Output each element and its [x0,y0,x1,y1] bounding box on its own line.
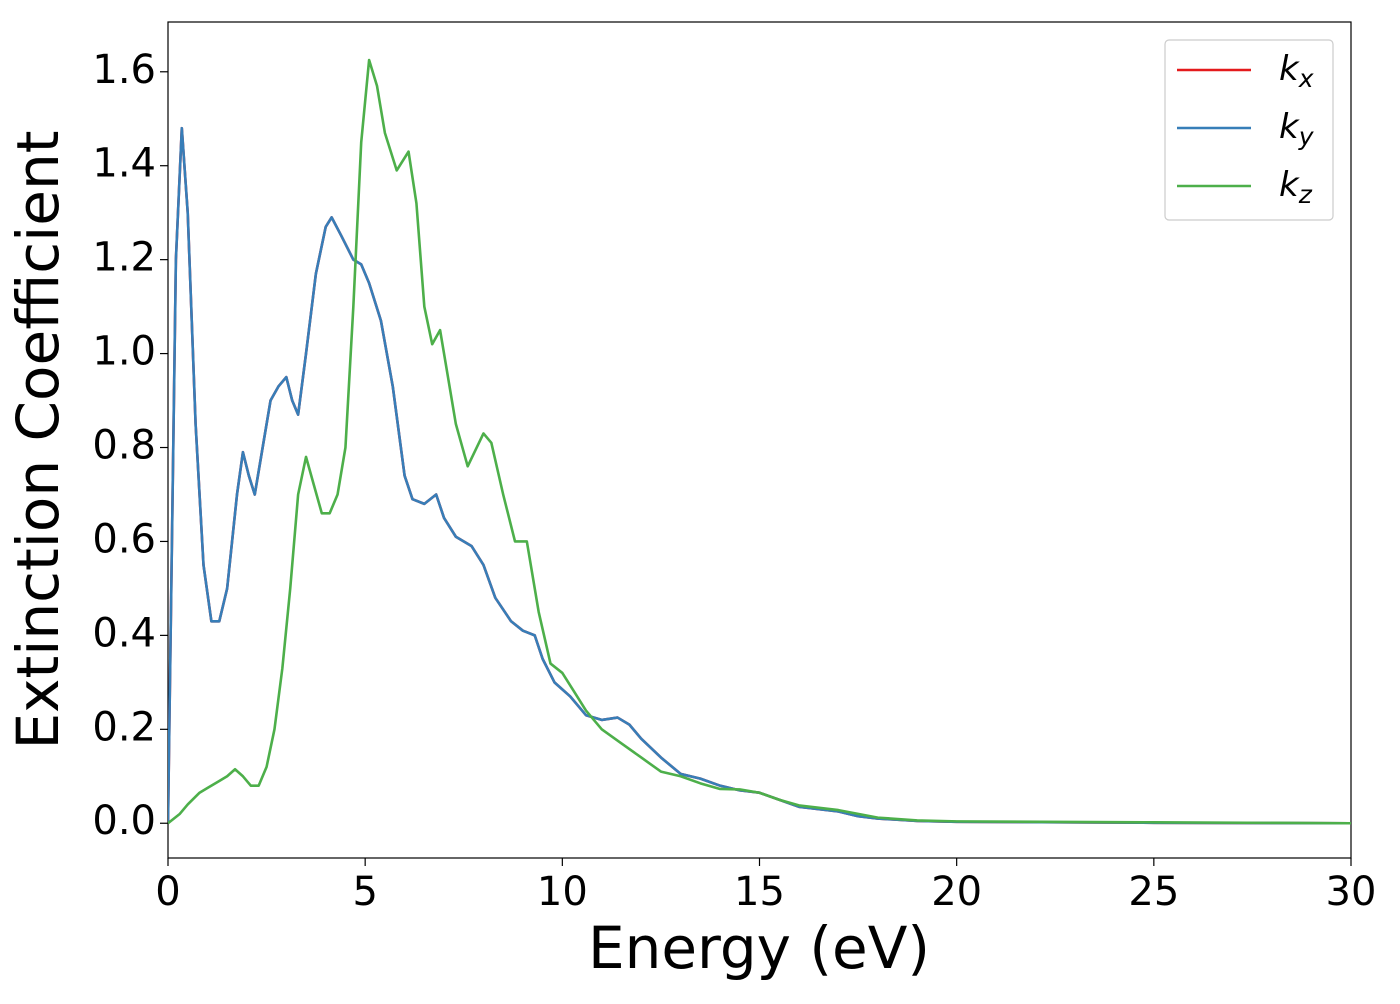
y-tick-label: 0.4 [92,610,156,656]
series-line [168,126,1351,825]
legend-label: kz [1279,165,1313,210]
y-tick-label: 0.8 [92,423,156,469]
series-line [168,58,1351,825]
x-tick-label: 10 [537,869,588,915]
legend-label: ky [1279,107,1315,152]
y-tick-label: 1.2 [92,235,156,281]
x-tick-label: 15 [734,869,785,915]
legend-label: kx [1279,49,1314,94]
x-tick-label: 0 [155,869,180,915]
y-tick-label: 1.4 [92,141,156,187]
x-tick-label: 30 [1326,869,1377,915]
x-tick-label: 25 [1128,869,1179,915]
x-axis-label: Energy (eV) [588,914,930,982]
y-axis-label: Extinction Coefficient [4,131,72,750]
y-tick-label: 1.6 [92,47,156,93]
y-tick-label: 0.0 [92,798,156,844]
series-line [168,126,1351,825]
y-tick-label: 1.0 [92,329,156,375]
legend-box [1164,39,1334,221]
x-tick-label: 5 [352,869,377,915]
y-tick-label: 0.6 [92,516,156,562]
x-tick-label: 20 [931,869,982,915]
y-tick-label: 0.2 [92,704,156,750]
